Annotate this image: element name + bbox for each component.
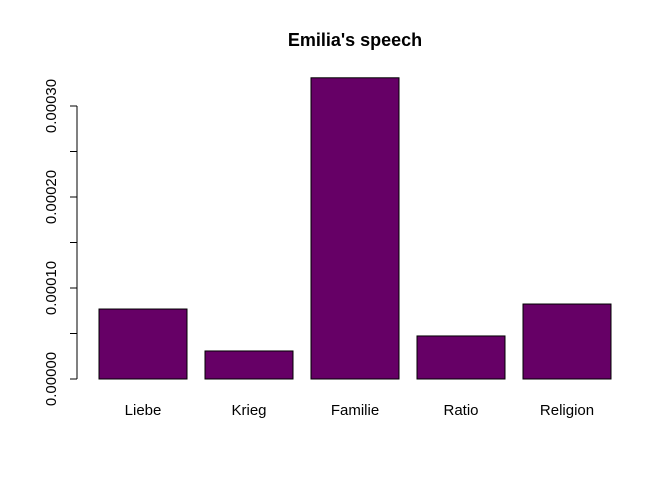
- x-tick-label: Familie: [331, 402, 379, 419]
- y-tick-label: 0.00030: [43, 79, 60, 133]
- x-tick-label: Religion: [540, 402, 594, 419]
- y-tick-label: 0.00020: [43, 170, 60, 224]
- bar: [98, 308, 188, 380]
- chart-title: Emilia's speech: [288, 30, 422, 50]
- bar: [522, 303, 612, 380]
- bar: [310, 77, 400, 380]
- y-tick-label: 0.00010: [43, 261, 60, 315]
- y-tick-label: 0.00000: [43, 352, 60, 406]
- x-tick-label: Krieg: [231, 402, 266, 419]
- x-tick-label: Ratio: [443, 402, 478, 419]
- bar: [204, 350, 294, 380]
- bar: [416, 335, 506, 380]
- x-tick-label: Liebe: [125, 402, 162, 419]
